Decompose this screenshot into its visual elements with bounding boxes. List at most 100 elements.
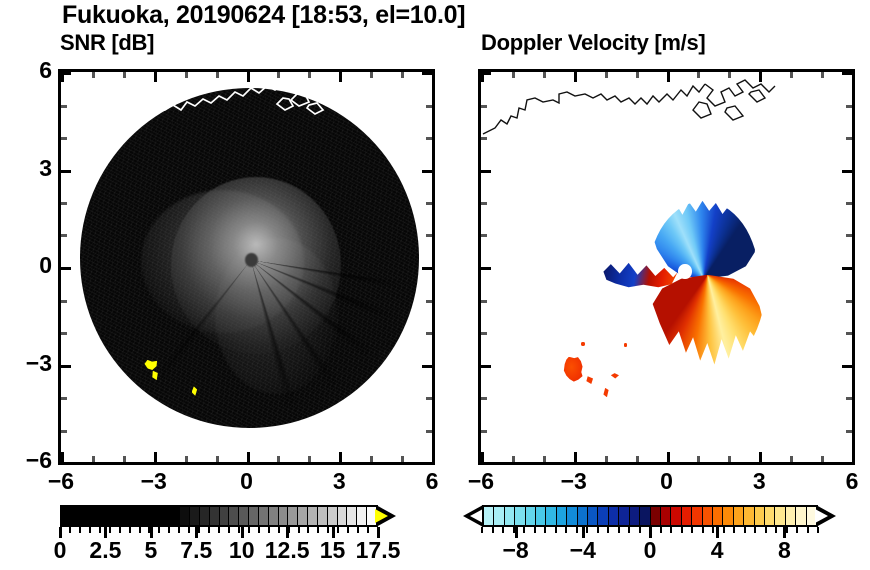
y-tick-right bbox=[842, 72, 852, 75]
x-tick-bottom bbox=[574, 452, 577, 462]
colorbar-swatch bbox=[546, 507, 557, 525]
colorbar-swatch bbox=[567, 507, 578, 525]
colorbar-tick-label: 0 bbox=[53, 537, 67, 563]
x-tick-bottom bbox=[61, 452, 64, 462]
colorbar-tick-label: 8 bbox=[777, 537, 791, 563]
colorbar-swatch bbox=[111, 507, 122, 525]
colorbar-minor-tick bbox=[670, 527, 672, 533]
colorbar-swatch bbox=[744, 507, 755, 525]
x-tick-bottom bbox=[543, 456, 546, 462]
colorbar-swatch bbox=[723, 507, 734, 525]
y-tick-left bbox=[481, 430, 487, 433]
colorbar-major-tick bbox=[286, 527, 290, 538]
colorbar-swatch bbox=[150, 507, 161, 525]
x-tick-top bbox=[543, 72, 546, 78]
colorbar-minor-tick bbox=[502, 527, 504, 533]
colorbar-swatch bbox=[249, 507, 259, 525]
y-tick-right bbox=[426, 332, 432, 335]
y-tick-left bbox=[61, 72, 71, 75]
y-tick-left bbox=[481, 234, 487, 237]
colorbar-swatch bbox=[62, 507, 72, 525]
colorbar-swatch bbox=[692, 507, 703, 525]
y-tick-left bbox=[481, 397, 487, 400]
colorbar-swatch bbox=[327, 507, 338, 525]
doppler-isolated-echo bbox=[586, 376, 594, 384]
colorbar-tick-label: −8 bbox=[502, 537, 529, 563]
colorbar-minor-tick bbox=[607, 527, 609, 533]
x-tick-bottom bbox=[247, 452, 250, 462]
y-tick-right bbox=[846, 300, 852, 303]
x-tick-top bbox=[308, 72, 311, 78]
y-tick-left bbox=[481, 202, 487, 205]
y-tick-left bbox=[61, 397, 67, 400]
doppler-panel-title: Doppler Velocity [m/s] bbox=[481, 30, 706, 55]
y-tick-right bbox=[426, 105, 432, 108]
y-tick-right bbox=[842, 365, 852, 368]
x-tick-bottom bbox=[401, 456, 404, 462]
x-tick-bottom bbox=[790, 456, 793, 462]
colorbar-minor-tick bbox=[218, 527, 220, 533]
colorbar-swatch bbox=[71, 507, 82, 525]
x-tick-bottom bbox=[339, 452, 342, 462]
x-tick-bottom bbox=[185, 456, 188, 462]
y-tick-left bbox=[61, 430, 67, 433]
colorbar-swatch bbox=[160, 507, 171, 525]
colorbar-swatch bbox=[189, 507, 200, 525]
colorbar-swatch bbox=[337, 507, 348, 525]
x-tick-top bbox=[697, 72, 700, 78]
y-tick-right bbox=[842, 267, 852, 270]
y-tick-right bbox=[426, 234, 432, 237]
x-axis-tick-label: 0 bbox=[660, 468, 673, 494]
y-tick-left bbox=[481, 72, 491, 75]
snr-radar-canvas bbox=[61, 72, 432, 462]
colorbar-swatch bbox=[367, 507, 376, 525]
colorbar-tick-label: 7.5 bbox=[180, 537, 213, 563]
colorbar-minor-tick bbox=[743, 527, 746, 533]
doppler-plot-area[interactable] bbox=[478, 69, 855, 465]
colorbar-minor-tick bbox=[128, 527, 131, 533]
x-axis-tick-label: 3 bbox=[332, 468, 346, 494]
doppler-colorbar-max-arrow-fill bbox=[815, 509, 828, 523]
colorbar-minor-tick bbox=[68, 527, 71, 533]
colorbar-minor-tick bbox=[544, 527, 546, 533]
colorbar-minor-tick bbox=[178, 527, 181, 533]
x-tick-top bbox=[401, 72, 404, 78]
colorbar-major-tick bbox=[59, 527, 62, 538]
colorbar-minor-tick bbox=[108, 527, 111, 533]
colorbar-major-tick bbox=[104, 527, 108, 538]
colorbar-minor-tick bbox=[785, 527, 788, 533]
colorbar-minor-tick bbox=[596, 527, 599, 533]
colorbar-minor-tick bbox=[775, 527, 777, 533]
snr-hotspot bbox=[191, 386, 198, 396]
y-tick-left bbox=[61, 170, 71, 173]
x-axis-tick-label: −6 bbox=[47, 468, 75, 494]
colorbar-major-tick bbox=[149, 527, 153, 538]
colorbar-minor-tick bbox=[277, 527, 280, 533]
colorbar-minor-tick bbox=[638, 527, 641, 533]
doppler-isolated-echo bbox=[610, 373, 619, 379]
x-tick-top bbox=[185, 72, 188, 78]
colorbar-tick-label: 5 bbox=[144, 537, 158, 563]
y-tick-left bbox=[61, 202, 67, 205]
x-tick-top bbox=[852, 72, 855, 82]
colorbar-swatch bbox=[556, 507, 568, 525]
colorbar-minor-tick bbox=[586, 527, 588, 533]
colorbar-swatch bbox=[494, 507, 505, 525]
colorbar-tick-label: 12.5 bbox=[264, 537, 310, 563]
colorbar-swatch bbox=[229, 507, 240, 525]
colorbar-minor-tick bbox=[357, 527, 360, 533]
snr-hotspot bbox=[152, 370, 158, 381]
snr-colorbar-max-arrow-fill bbox=[375, 509, 388, 523]
colorbar-major-tick bbox=[240, 527, 244, 538]
y-tick-right bbox=[846, 105, 852, 108]
colorbar-major-tick bbox=[514, 527, 518, 538]
doppler-colorbar[interactable] bbox=[463, 505, 855, 538]
x-tick-bottom bbox=[123, 456, 126, 462]
colorbar-swatch bbox=[170, 507, 181, 525]
snr-colorbar[interactable] bbox=[59, 505, 397, 538]
colorbar-swatch bbox=[199, 507, 210, 525]
doppler-isolated-echo bbox=[603, 387, 609, 398]
y-tick-right bbox=[422, 365, 432, 368]
colorbar-swatch bbox=[278, 507, 289, 525]
snr-plot-area[interactable] bbox=[58, 69, 435, 465]
